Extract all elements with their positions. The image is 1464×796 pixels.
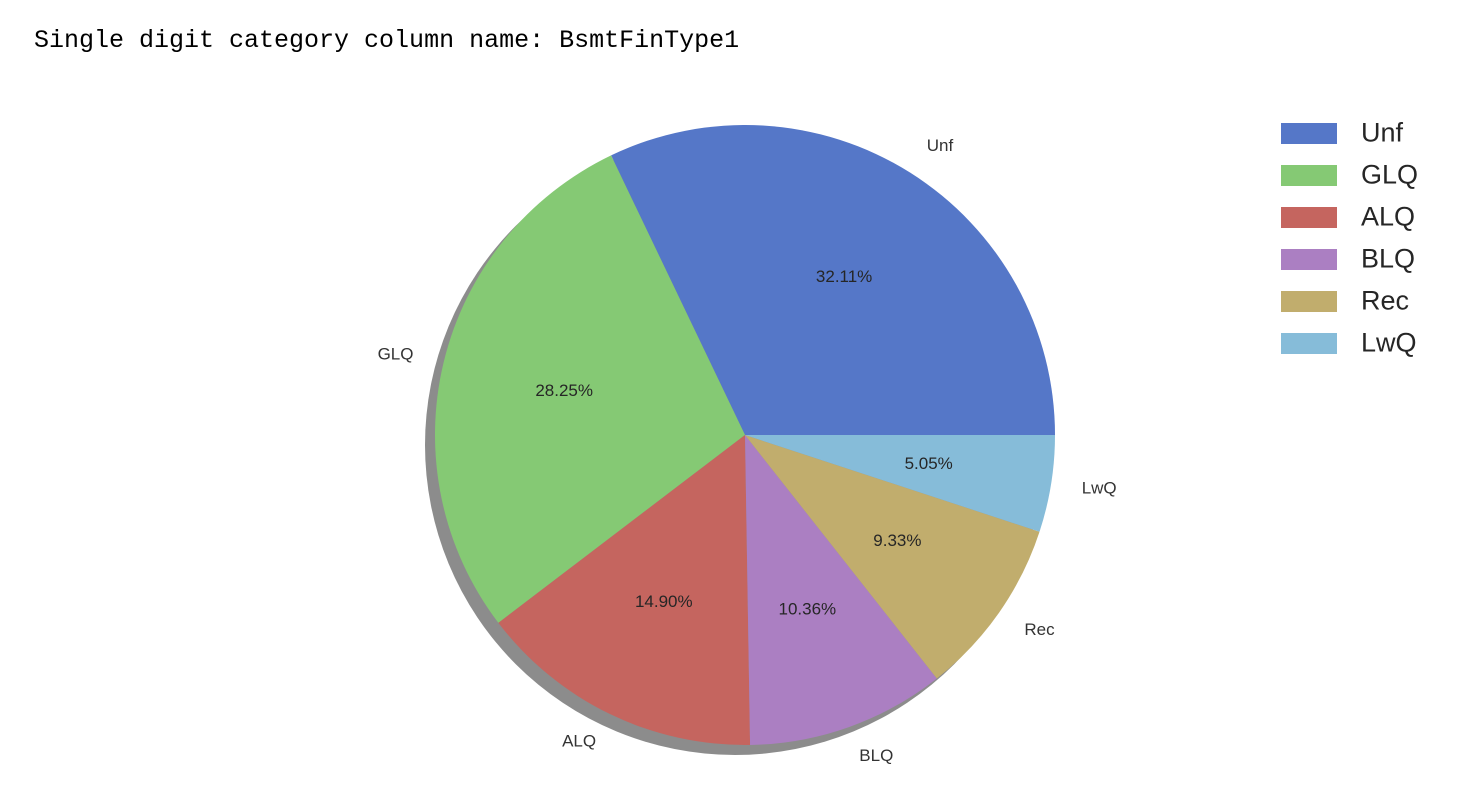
pct-label-glq: 28.25% (535, 381, 593, 400)
pie-slice-rec (745, 435, 1040, 679)
pie-slices (435, 125, 1055, 745)
pct-label-alq: 14.90% (635, 592, 693, 611)
legend-swatch-glq (1281, 165, 1337, 186)
pie-labels: 32.11% Unf 28.25% GLQ 14.90% ALQ 10.36% BLQ 9.33… (378, 136, 1117, 765)
legend-label-lwq: LwQ (1361, 328, 1417, 358)
legend-label-blq: BLQ (1361, 244, 1415, 274)
legend-label-alq: ALQ (1361, 202, 1415, 232)
slice-label-lwq: LwQ (1082, 478, 1117, 497)
legend-swatch-lwq (1281, 333, 1337, 354)
slice-label-blq: BLQ (859, 746, 893, 765)
pct-label-rec: 9.33% (873, 531, 921, 550)
pie-slice-unf (611, 125, 1055, 435)
slice-label-rec: Rec (1024, 620, 1055, 639)
legend-label-glq: GLQ (1361, 160, 1418, 190)
pct-label-lwq: 5.05% (905, 454, 953, 473)
pie-slice-alq (498, 435, 751, 745)
pct-label-blq: 10.36% (779, 600, 837, 619)
slice-label-alq: ALQ (562, 731, 596, 750)
pie-slice-lwq (745, 435, 1055, 532)
legend-swatch-blq (1281, 249, 1337, 270)
legend-label-rec: Rec (1361, 286, 1409, 316)
pie-slice-glq (435, 155, 745, 623)
pie-slice-blq (745, 435, 937, 745)
chart-legend: Unf GLQ ALQ BLQ Rec LwQ (1281, 118, 1418, 358)
pct-label-unf: 32.11% (816, 267, 872, 286)
chart-header-text: Single digit category column name: BsmtF… (34, 26, 740, 55)
legend-swatch-rec (1281, 291, 1337, 312)
slice-label-unf: Unf (927, 136, 954, 155)
legend-swatch-unf (1281, 123, 1337, 144)
slice-label-glq: GLQ (378, 345, 414, 364)
legend-label-unf: Unf (1361, 118, 1404, 148)
legend-swatch-alq (1281, 207, 1337, 228)
